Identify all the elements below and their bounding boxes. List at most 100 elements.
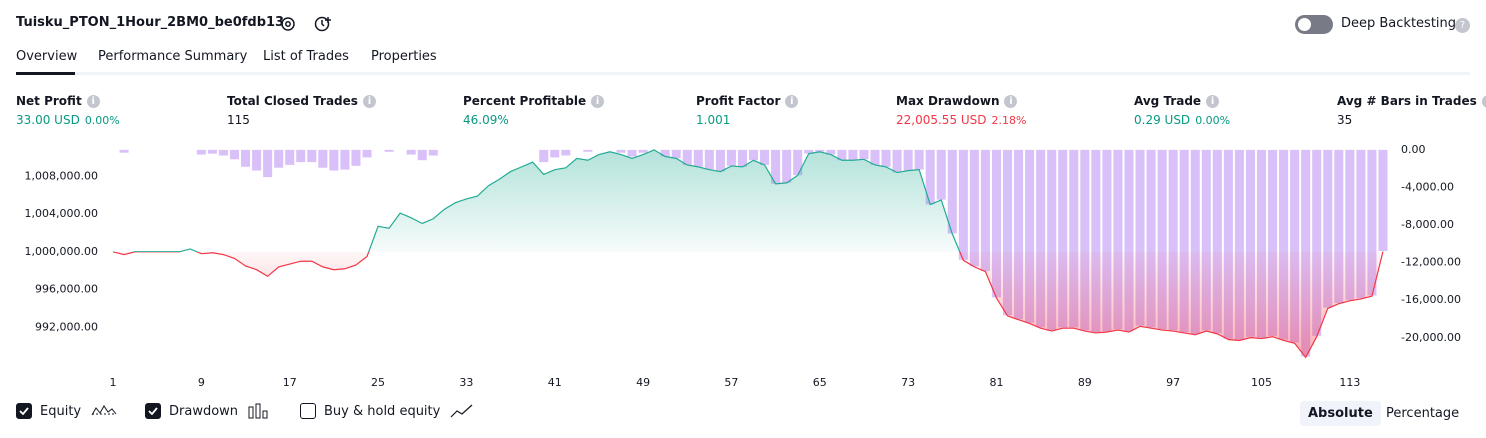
strategy-title: Tuisku_PTON_1Hour_2BM0_be0fdb13 [16, 15, 285, 30]
deep-backtesting-toggle[interactable] [1295, 15, 1333, 34]
drawdown-bar [1179, 149, 1189, 333]
metric-percent: 2.18% [991, 114, 1027, 127]
metric-label: Profit Factor [696, 94, 781, 108]
drawdown-bar [837, 149, 847, 161]
drawdown-bar [958, 149, 968, 260]
option[interactable]: Drawdown [145, 403, 270, 419]
y2-tick-label: -12,000.00 [1401, 256, 1461, 269]
drawdown-bar [969, 149, 979, 267]
tab[interactable]: Properties [371, 49, 437, 64]
option-icon [450, 403, 474, 419]
y-tick-label: 1,008,000.00 [25, 169, 98, 182]
drawdown-bar [693, 149, 703, 167]
add-alert-icon[interactable] [313, 14, 333, 34]
help-icon[interactable]: ? [1455, 18, 1470, 33]
drawdown-bar [704, 149, 714, 170]
info-icon[interactable]: i [1481, 94, 1486, 108]
info-icon[interactable]: i [1206, 94, 1220, 108]
drawdown-bar [793, 149, 803, 176]
info-icon[interactable]: i [785, 94, 799, 108]
metric-value-row: 35 [1337, 113, 1352, 127]
info-icon[interactable]: i [86, 94, 100, 108]
tab[interactable]: Overview [16, 49, 78, 64]
drawdown-bar [1146, 149, 1156, 328]
x-tick-label: 49 [636, 376, 650, 389]
drawdown-bar [1245, 149, 1255, 337]
info-icon[interactable]: i [1004, 94, 1018, 108]
metric-percent: 0.00% [84, 114, 120, 127]
tab[interactable]: List of Trades [263, 49, 349, 64]
checkbox[interactable] [300, 403, 316, 419]
metric-label: Avg Trade [1134, 94, 1202, 108]
option-icon [248, 403, 270, 419]
drawdown-bar [616, 149, 626, 153]
metric-value: 22,005.55 USD [896, 113, 987, 127]
drawdown-bar [1135, 149, 1145, 326]
metric-label-row: Max Drawdown i [896, 94, 1018, 108]
tab[interactable]: Performance Summary [98, 49, 248, 64]
drawdown-bar [1025, 149, 1035, 323]
drawdown-bar [925, 149, 935, 205]
option-icon [91, 403, 117, 419]
metric-value-row: 22,005.55 USD 2.18% [896, 113, 1026, 127]
x-tick-label: 65 [813, 376, 827, 389]
drawdown-bar [1113, 149, 1123, 330]
toggle-label: Deep Backtesting [1341, 16, 1457, 31]
drawdown-bar [428, 149, 438, 156]
option[interactable]: Equity [16, 403, 117, 419]
drawdown-bar [1058, 149, 1068, 328]
x-tick-label: 113 [1339, 376, 1360, 389]
drawdown-bar [561, 149, 571, 156]
metric-label-row: Profit Factor i [696, 94, 799, 108]
checkbox-checked[interactable] [145, 403, 161, 419]
drawdown-bar [771, 149, 781, 184]
drawdown-bar [1091, 149, 1101, 333]
drawdown-bar [1367, 149, 1377, 296]
drawdown-bar [1256, 149, 1267, 338]
drawdown-bar [1223, 149, 1233, 339]
metric-value-row: 1.001 [696, 113, 730, 127]
equity-area [113, 149, 1383, 358]
x-tick-label: 25 [371, 376, 385, 389]
drawdown-bar [1323, 149, 1333, 308]
metric-value-row: 46.09% [463, 113, 509, 127]
metric-value: 115 [227, 113, 250, 127]
metric-label: Net Profit [16, 94, 82, 108]
metric-value: 0.29 USD [1134, 113, 1191, 127]
x-tick-label: 81 [989, 376, 1003, 389]
x-tick-label: 17 [283, 376, 297, 389]
drawdown-bar [406, 149, 416, 155]
drawdown-bar [1080, 149, 1090, 331]
drawdown-bar [1234, 149, 1244, 340]
drawdown-bar [550, 149, 560, 158]
drawdown-bar [1069, 149, 1079, 328]
drawdown-bar [726, 149, 736, 166]
drawdown-bar [715, 149, 725, 172]
equity-line [112, 149, 1384, 359]
x-tick-label: 57 [724, 376, 738, 389]
checkbox-checked[interactable] [16, 403, 32, 419]
metric-value: 35 [1337, 113, 1353, 127]
metric-label-row: Total Closed Trades i [227, 94, 376, 108]
settings-icon[interactable] [279, 15, 297, 33]
x-tick-label: 1 [110, 376, 117, 389]
metric-value-row: 115 [227, 113, 250, 127]
y-tick-label: 996,000.00 [35, 283, 98, 296]
drawdown-bar [1268, 149, 1278, 336]
info-icon[interactable]: i [362, 94, 376, 108]
mode-button[interactable]: Percentage [1386, 406, 1460, 421]
drawdown-bar [252, 149, 262, 171]
metric-value-row: 0.29 USD 0.00% [1134, 113, 1230, 127]
info-icon[interactable]: i [591, 94, 605, 108]
drawdown-bar [583, 149, 593, 152]
drawdown-bar [1290, 149, 1300, 343]
x-tick-label: 73 [901, 376, 915, 389]
option[interactable]: Buy & hold equity [300, 403, 474, 419]
tab-divider [16, 72, 1470, 75]
active-tab-underline [16, 72, 75, 75]
drawdown-bar [340, 149, 350, 170]
drawdown-bar [1356, 149, 1366, 299]
drawdown-bar [1157, 149, 1167, 330]
mode-button[interactable]: Absolute [1300, 401, 1381, 426]
